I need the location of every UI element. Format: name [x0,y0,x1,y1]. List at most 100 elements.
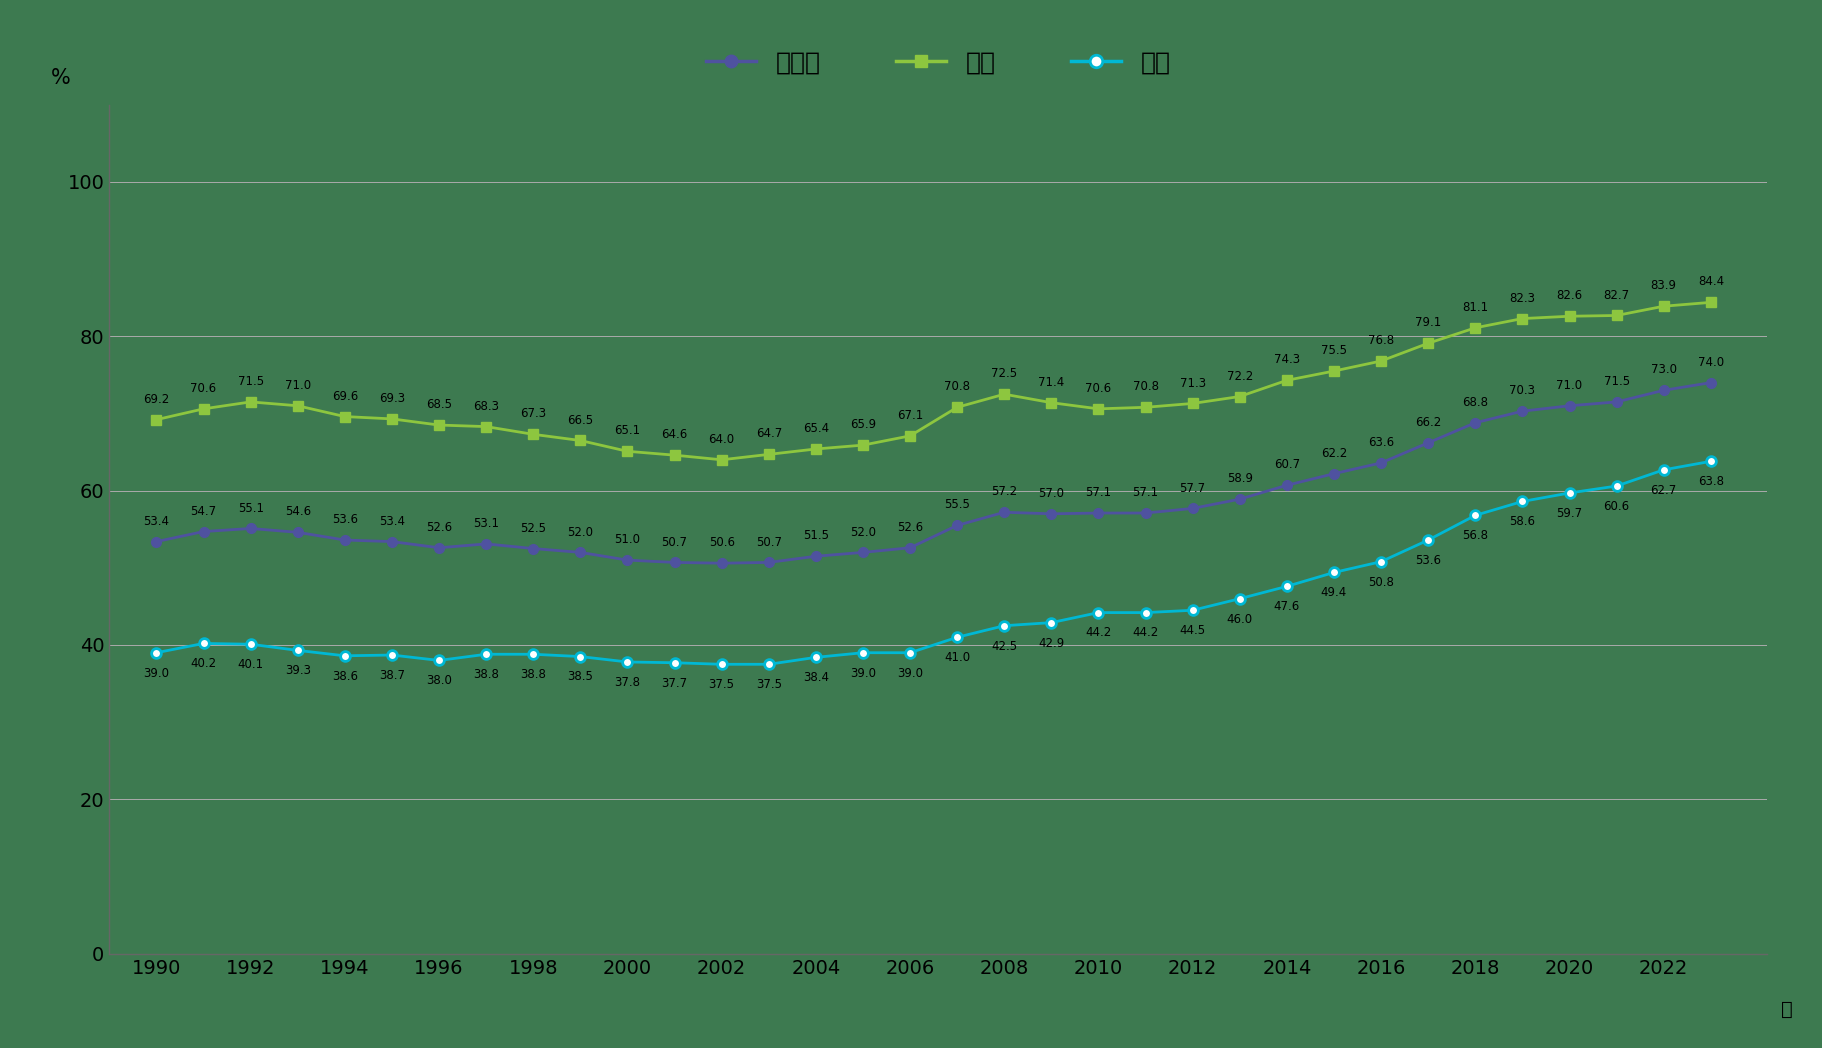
Text: 50.7: 50.7 [661,536,687,548]
Text: 63.8: 63.8 [1698,475,1724,488]
Text: 58.6: 58.6 [1509,516,1536,528]
Text: 70.8: 70.8 [944,380,969,393]
Text: 37.5: 37.5 [709,678,734,692]
Text: 74.0: 74.0 [1698,355,1724,369]
Text: 53.1: 53.1 [474,517,499,530]
Text: 73.0: 73.0 [1651,364,1676,376]
Text: 49.4: 49.4 [1321,586,1346,599]
Text: 41.0: 41.0 [944,651,971,664]
Text: 53.6: 53.6 [332,514,357,526]
Text: 72.5: 72.5 [991,367,1017,380]
Text: 66.2: 66.2 [1416,416,1441,429]
Text: 72.2: 72.2 [1226,370,1254,383]
Text: 66.5: 66.5 [567,414,594,427]
Text: 39.0: 39.0 [851,667,876,679]
Text: 44.5: 44.5 [1179,625,1206,637]
Text: 67.3: 67.3 [521,408,547,420]
Text: 59.7: 59.7 [1556,507,1583,520]
Text: 52.6: 52.6 [426,521,452,533]
Text: 75.5: 75.5 [1321,344,1346,357]
Text: 57.2: 57.2 [991,485,1017,499]
Text: 37.7: 37.7 [661,677,687,690]
Text: 69.2: 69.2 [144,393,169,406]
Text: 55.5: 55.5 [944,499,969,511]
Text: 64.0: 64.0 [709,433,734,445]
Text: 60.6: 60.6 [1603,500,1629,512]
Text: 57.1: 57.1 [1133,486,1159,499]
Text: 38.6: 38.6 [332,670,357,682]
Text: 71.0: 71.0 [1556,379,1583,392]
Text: 82.3: 82.3 [1509,291,1536,305]
Text: 46.0: 46.0 [1226,613,1254,626]
Text: 50.7: 50.7 [756,536,782,548]
Text: 74.3: 74.3 [1274,353,1299,367]
Text: 年: 年 [1780,1001,1793,1020]
Text: 65.9: 65.9 [849,418,876,431]
Text: 53.4: 53.4 [379,515,404,528]
Text: 50.6: 50.6 [709,537,734,549]
Text: 65.4: 65.4 [804,422,829,435]
Text: 52.0: 52.0 [567,525,594,539]
Text: 64.6: 64.6 [661,429,687,441]
Text: 83.9: 83.9 [1651,280,1676,292]
Text: 57.7: 57.7 [1179,481,1206,495]
Text: 82.6: 82.6 [1556,289,1583,303]
Text: 53.6: 53.6 [1416,554,1441,567]
Text: 71.5: 71.5 [1603,375,1629,388]
Text: 70.6: 70.6 [191,381,217,395]
Text: 51.5: 51.5 [804,529,829,543]
Text: 54.7: 54.7 [191,505,217,518]
Text: 42.5: 42.5 [991,639,1017,653]
Text: 40.1: 40.1 [237,658,264,671]
Text: 79.1: 79.1 [1416,316,1441,329]
Legend: 男女計, 男性, 女性: 男女計, 男性, 女性 [696,41,1181,85]
Text: 39.3: 39.3 [284,664,312,677]
Text: 70.3: 70.3 [1509,385,1536,397]
Text: 70.6: 70.6 [1086,381,1111,395]
Text: 52.5: 52.5 [521,522,547,534]
Text: 38.7: 38.7 [379,669,404,682]
Text: 53.4: 53.4 [144,515,169,528]
Text: 64.7: 64.7 [756,428,782,440]
Text: 71.5: 71.5 [237,375,264,388]
Text: 65.1: 65.1 [614,424,641,437]
Text: 71.3: 71.3 [1179,376,1206,390]
Text: 60.7: 60.7 [1274,458,1299,472]
Text: 69.6: 69.6 [332,390,357,402]
Text: 51.0: 51.0 [614,533,641,546]
Text: 52.0: 52.0 [851,525,876,539]
Text: 71.0: 71.0 [284,379,312,392]
Text: 47.6: 47.6 [1274,601,1301,613]
Text: 38.8: 38.8 [474,669,499,681]
Text: 44.2: 44.2 [1086,627,1111,639]
Text: %: % [51,68,71,88]
Text: 68.3: 68.3 [474,399,499,413]
Text: 69.3: 69.3 [379,392,404,405]
Text: 54.6: 54.6 [284,505,312,519]
Text: 84.4: 84.4 [1698,276,1724,288]
Text: 58.9: 58.9 [1226,473,1254,485]
Text: 62.7: 62.7 [1651,484,1676,497]
Text: 55.1: 55.1 [237,502,264,515]
Text: 81.1: 81.1 [1463,301,1489,314]
Text: 67.1: 67.1 [896,409,924,422]
Text: 42.9: 42.9 [1039,636,1064,650]
Text: 71.4: 71.4 [1039,376,1064,389]
Text: 57.0: 57.0 [1039,487,1064,500]
Text: 76.8: 76.8 [1368,334,1394,347]
Text: 63.6: 63.6 [1368,436,1394,449]
Text: 38.8: 38.8 [521,669,547,681]
Text: 38.0: 38.0 [426,674,452,687]
Text: 57.1: 57.1 [1086,486,1111,499]
Text: 70.8: 70.8 [1133,380,1159,393]
Text: 40.2: 40.2 [191,657,217,671]
Text: 50.8: 50.8 [1368,575,1394,589]
Text: 39.0: 39.0 [144,667,169,679]
Text: 38.5: 38.5 [567,671,594,683]
Text: 52.6: 52.6 [896,521,924,533]
Text: 56.8: 56.8 [1463,529,1489,542]
Text: 68.8: 68.8 [1463,396,1489,409]
Text: 44.2: 44.2 [1133,627,1159,639]
Text: 62.2: 62.2 [1321,446,1346,460]
Text: 38.4: 38.4 [804,671,829,684]
